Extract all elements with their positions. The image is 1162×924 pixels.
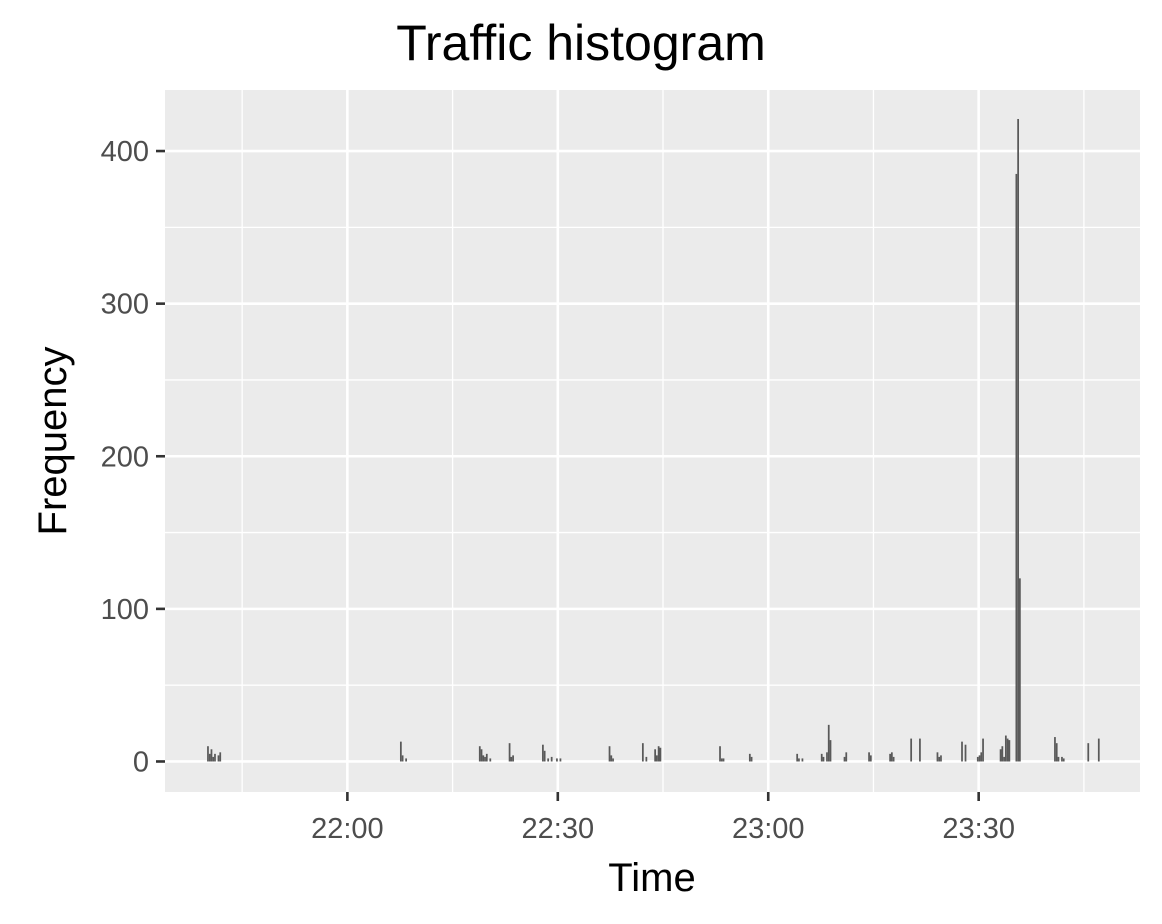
histogram-bar xyxy=(659,747,662,762)
histogram-bar xyxy=(889,753,891,762)
histogram-bar xyxy=(542,744,544,762)
histogram-bar xyxy=(719,746,721,762)
histogram-bar xyxy=(217,755,220,762)
histogram-bar xyxy=(612,758,614,762)
histogram-bar xyxy=(1015,173,1018,762)
x-axis: 22:00 22:30 23:00 23:30 xyxy=(311,792,1015,845)
y-tick-label: 200 xyxy=(101,441,149,473)
plot-panel xyxy=(165,90,1140,792)
histogram-bar xyxy=(484,756,486,762)
histogram-bar xyxy=(827,724,830,762)
histogram-bar xyxy=(508,743,511,762)
histogram-bar xyxy=(910,738,913,762)
histogram-bar xyxy=(645,756,648,762)
histogram-bar xyxy=(940,755,942,762)
histogram-bar xyxy=(1003,756,1005,762)
histogram-bar xyxy=(654,749,657,762)
histogram-bar xyxy=(1008,740,1011,762)
histogram-bar xyxy=(798,758,800,762)
histogram-bar xyxy=(1004,735,1007,762)
histogram-bar xyxy=(512,755,514,762)
histogram-bar xyxy=(547,758,550,762)
histogram-bar xyxy=(1097,738,1100,762)
x-tick-label: 23:30 xyxy=(942,813,1015,845)
y-tick-label: 0 xyxy=(133,746,149,778)
histogram-bar xyxy=(964,744,967,762)
histogram-bar xyxy=(1006,738,1009,762)
histogram-bar xyxy=(401,755,404,762)
histogram-bar xyxy=(892,756,895,762)
y-tick-label: 100 xyxy=(101,594,149,626)
histogram-bar xyxy=(1017,118,1020,762)
histogram-bar xyxy=(1054,737,1056,762)
histogram-bar xyxy=(610,755,613,762)
histogram-bar xyxy=(826,752,828,762)
y-axis: 0 100 200 300 400 xyxy=(101,136,165,778)
histogram-bar xyxy=(1062,758,1065,762)
histogram-bar xyxy=(1055,743,1058,762)
histogram-bar xyxy=(1087,743,1090,762)
histogram-bar xyxy=(843,756,846,762)
histogram-bar xyxy=(210,749,213,762)
histogram-bar xyxy=(820,753,823,762)
histogram-bar xyxy=(657,746,660,762)
histogram-bar xyxy=(399,741,402,762)
histogram-bar xyxy=(482,755,485,762)
histogram-bar xyxy=(720,758,723,762)
histogram-bar xyxy=(801,758,804,762)
histogram-bar xyxy=(1057,756,1060,762)
histogram-bar xyxy=(999,749,1002,762)
histogram-bar xyxy=(478,746,481,762)
histogram-bar xyxy=(980,752,983,762)
histogram-bar xyxy=(978,755,981,762)
histogram-bar xyxy=(550,756,553,762)
histogram-bar xyxy=(559,758,562,762)
histogram-bar xyxy=(722,758,725,762)
histogram-bar xyxy=(485,753,488,762)
chart-title: Traffic histogram xyxy=(396,15,766,71)
histogram-bar xyxy=(489,758,492,762)
x-axis-title: Time xyxy=(608,856,695,900)
histogram-bar xyxy=(212,756,215,762)
histogram-bar xyxy=(556,758,558,762)
x-tick-label: 23:00 xyxy=(732,813,805,845)
histogram-bar xyxy=(869,755,872,762)
histogram-bar xyxy=(641,743,644,762)
histogram-bar xyxy=(845,752,848,762)
histogram-bar xyxy=(748,753,751,762)
histogram-bar xyxy=(976,756,979,762)
histogram-bar xyxy=(982,738,984,762)
histogram-bar xyxy=(656,755,658,762)
histogram-bar xyxy=(208,753,211,762)
histogram-bar xyxy=(750,756,753,762)
histogram-bar xyxy=(480,749,483,762)
y-tick-label: 300 xyxy=(101,289,149,321)
histogram-bar xyxy=(796,753,799,762)
histogram-bar xyxy=(938,756,941,762)
histogram-bar xyxy=(214,753,216,762)
histogram-bar xyxy=(207,746,209,762)
histogram-bar xyxy=(936,752,939,762)
y-axis-title: Frequency xyxy=(31,347,75,536)
x-tick-label: 22:30 xyxy=(522,813,595,845)
histogram-bar xyxy=(543,750,546,762)
histogram-bar xyxy=(1001,746,1004,762)
histogram-bar xyxy=(961,741,963,762)
y-tick-label: 400 xyxy=(101,136,149,168)
histogram-bar xyxy=(890,752,893,762)
x-tick-label: 22:00 xyxy=(311,813,384,845)
histogram-bar xyxy=(919,738,921,762)
histogram-bar xyxy=(219,752,222,762)
histogram-bars xyxy=(207,118,1100,762)
histogram-bar xyxy=(868,752,870,762)
histogram-bar xyxy=(405,758,407,762)
histogram-bar xyxy=(608,746,611,762)
histogram-bar xyxy=(1019,578,1021,762)
grid-minor-lines xyxy=(165,90,1140,792)
histogram-bar xyxy=(1061,756,1063,762)
histogram-bar xyxy=(510,756,513,762)
histogram-bar xyxy=(829,740,832,762)
histogram-bar xyxy=(822,756,825,762)
